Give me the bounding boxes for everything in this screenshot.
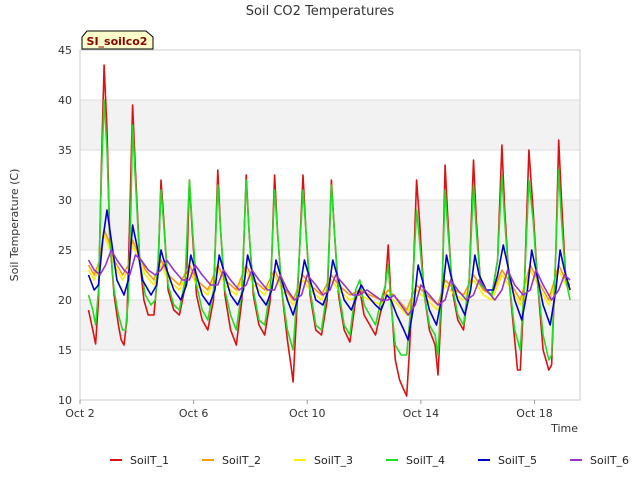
x-tick-label: Oct 6	[179, 407, 209, 420]
y-tick-label: 10	[58, 394, 72, 407]
grid-band	[80, 300, 580, 350]
y-tick-label: 45	[58, 44, 72, 57]
y-tick-label: 40	[58, 94, 72, 107]
x-axis-label: Time	[550, 422, 578, 435]
legend-item: SoilT_5	[478, 454, 537, 467]
series-line-soilt-5	[87, 209, 571, 341]
legend-label: SoilT_1	[130, 454, 169, 467]
legend: SoilT_1 SoilT_2 SoilT_3 SoilT_4 SoilT_5 SoilT…	[110, 454, 629, 467]
x-tick-label: Oct 14	[403, 407, 440, 420]
legend-label: SoilT_3	[314, 454, 353, 467]
x-tick-label: Oct 10	[289, 407, 326, 420]
grid-band	[80, 100, 580, 150]
badge-shape	[81, 30, 154, 50]
legend-item: SoilT_3	[294, 454, 353, 467]
badge-label: SI_soilco2	[87, 35, 148, 48]
legend-label: SoilT_5	[498, 454, 537, 467]
chart-title: Soil CO2 Temperatures	[246, 4, 395, 19]
legend-label: SoilT_4	[406, 454, 445, 467]
station-badge: SI_soilco2	[81, 30, 154, 50]
legend-item: SoilT_2	[202, 454, 261, 467]
y-axis-label: Soil Temperature (C)	[8, 169, 21, 282]
legend-item: SoilT_1	[110, 454, 169, 467]
y-tick-label: 25	[58, 244, 72, 257]
legend-item: SoilT_6	[570, 454, 629, 467]
legend-item: SoilT_4	[386, 454, 445, 467]
y-tick-label: 30	[58, 194, 72, 207]
plot-frame	[79, 49, 581, 401]
y-tick-label: 20	[58, 294, 72, 307]
y-axis-ticks: 10 15 20 25 30 35 40 45	[58, 44, 72, 407]
legend-label: SoilT_2	[222, 454, 261, 467]
y-tick-label: 15	[58, 344, 72, 357]
y-tick-label: 35	[58, 144, 72, 157]
x-tick-label: Oct 2	[65, 407, 95, 420]
x-tick-label: Oct 18	[516, 407, 553, 420]
series-line-soilt-6	[87, 249, 571, 316]
x-axis-ticks: Oct 2 Oct 6 Oct 10 Oct 14 Oct 18	[65, 400, 553, 420]
series-layer	[87, 64, 571, 397]
legend-label: SoilT_6	[590, 454, 629, 467]
